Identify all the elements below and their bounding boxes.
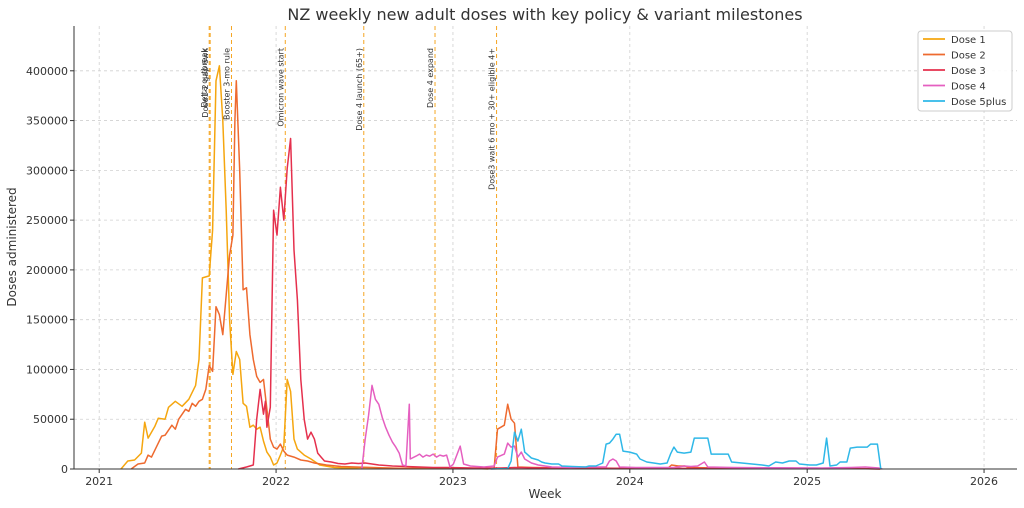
y-tick-label: 350000 — [26, 115, 68, 128]
legend-label: Dose 5plus — [951, 97, 1006, 108]
milestone-label: Delta outbreak — [200, 48, 209, 108]
y-tick-label: 150000 — [26, 314, 68, 327]
milestone-label: Dose3 wait 6 mo + 30+ eligible 4+ — [488, 48, 497, 190]
legend-label: Dose 3 — [951, 66, 986, 77]
series-line — [238, 137, 881, 470]
y-tick-label: 400000 — [26, 65, 68, 78]
y-tick-label: 50000 — [33, 413, 68, 426]
x-tick-label: 2025 — [793, 475, 821, 488]
y-tick-label: 200000 — [26, 264, 68, 277]
y-tick-label: 100000 — [26, 363, 68, 376]
y-axis-label: Doses administered — [5, 187, 19, 306]
series-line — [361, 384, 883, 470]
legend-label: Dose 2 — [951, 51, 986, 62]
series-line — [130, 80, 881, 470]
series-lines — [120, 65, 883, 470]
series-line — [120, 65, 489, 470]
x-tick-label: 2024 — [616, 475, 644, 488]
y-tick-label: 0 — [61, 463, 68, 476]
milestone-label: Dose 4 expand — [426, 48, 435, 108]
x-tick-label: 2023 — [439, 475, 467, 488]
milestone-label: Dose1-2 gap 6wk — [201, 48, 210, 118]
legend: Dose 1 Dose 2 Dose 3 Dose 4 Dose 5plus — [917, 30, 1013, 112]
x-tick-label: 2021 — [85, 475, 113, 488]
milestone-label: Omicron wave start — [276, 48, 285, 127]
legend-box — [917, 30, 1013, 112]
series-line — [490, 428, 882, 470]
y-axis-ticks: 0 50000 100000 150000 200000 250000 300000 3500… — [26, 65, 74, 476]
y-tick-label: 250000 — [26, 214, 68, 227]
x-tick-label: 2026 — [970, 475, 998, 488]
x-axis-label: Week — [529, 487, 562, 501]
chart-title: NZ weekly new adult doses with key polic… — [287, 5, 802, 24]
legend-label: Dose 4 — [951, 82, 986, 93]
milestone-label: Booster 3-mo rule — [222, 48, 231, 120]
y-tick-label: 300000 — [26, 164, 68, 177]
x-axis-ticks: 2021 2022 2023 2024 2025 2026 — [85, 469, 998, 488]
legend-label: Dose 1 — [951, 35, 986, 46]
x-tick-label: 2022 — [262, 475, 290, 488]
milestone-label: Dose 4 launch (65+) — [355, 48, 364, 131]
